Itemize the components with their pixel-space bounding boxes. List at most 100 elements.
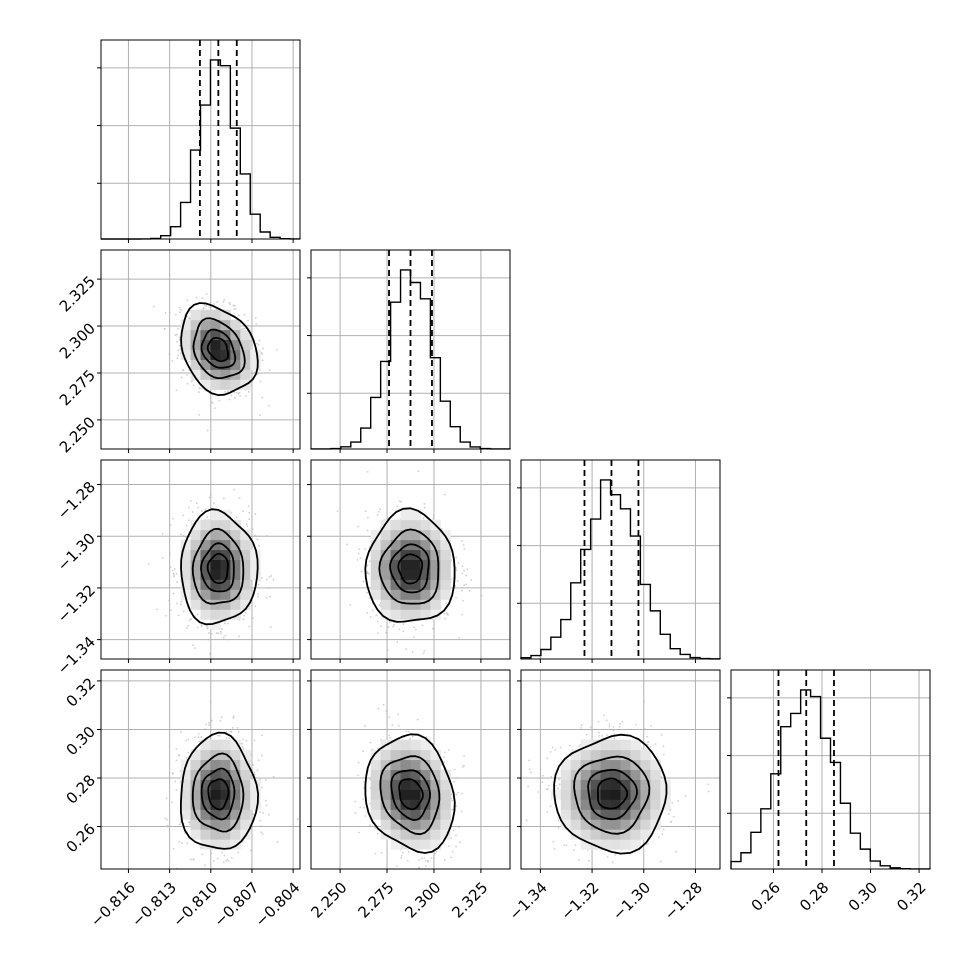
sample-point <box>423 650 426 652</box>
density-cell <box>410 569 421 580</box>
density-cell <box>370 809 382 820</box>
sample-point <box>219 630 222 633</box>
density-cell <box>200 379 211 390</box>
sample-point <box>260 831 263 834</box>
sample-point <box>393 624 395 626</box>
sample-point <box>168 584 171 586</box>
density-cell <box>400 609 411 620</box>
sample-point <box>208 306 211 309</box>
sample-point <box>480 594 483 597</box>
density-cell <box>220 809 231 820</box>
sample-point <box>185 524 188 527</box>
sample-point <box>405 648 408 651</box>
sample-point <box>267 587 270 590</box>
sample-point <box>386 649 389 652</box>
sample-point <box>220 716 223 719</box>
sample-point <box>245 739 248 742</box>
density-cell <box>240 539 251 551</box>
sample-point <box>237 851 240 854</box>
density-cell <box>190 319 201 331</box>
density-cell <box>440 539 451 551</box>
sample-point <box>219 720 222 722</box>
density-cell <box>440 549 451 560</box>
density-cell <box>220 349 231 360</box>
density-cell <box>400 509 411 521</box>
density-cell <box>380 789 392 800</box>
sample-point <box>455 793 458 796</box>
density-cell <box>400 599 411 610</box>
density-cell <box>210 609 221 620</box>
sample-point <box>255 323 258 326</box>
sample-point <box>262 811 265 814</box>
sample-point <box>190 380 193 383</box>
sample-point <box>450 856 453 859</box>
sample-point <box>431 627 434 630</box>
density-cell <box>410 509 421 521</box>
sample-point <box>224 634 227 637</box>
density-cell <box>200 839 211 850</box>
sample-point <box>257 595 259 598</box>
density-cell <box>210 569 221 580</box>
sample-point <box>196 613 199 616</box>
sample-point <box>377 510 380 513</box>
sample-point <box>187 519 190 522</box>
sample-point <box>180 731 182 733</box>
density-cell <box>430 609 441 620</box>
sample-point <box>250 587 253 589</box>
sample-point <box>455 777 457 779</box>
histogram-step <box>310 269 511 450</box>
density-cell <box>430 569 441 580</box>
sample-point <box>451 808 454 811</box>
sample-point <box>204 728 207 731</box>
sample-point <box>261 833 264 835</box>
sample-point <box>267 813 270 816</box>
density-cell <box>380 569 392 580</box>
hist-panel-0 <box>97 39 301 243</box>
sample-point <box>269 595 272 598</box>
sample-point <box>260 351 263 354</box>
sample-point <box>392 625 394 628</box>
density-cell <box>180 569 192 580</box>
sample-point <box>376 632 379 635</box>
contour-line <box>191 752 245 833</box>
sample-point <box>346 543 348 546</box>
sample-point <box>265 877 267 879</box>
sample-point <box>210 401 213 404</box>
sample-point <box>252 813 255 816</box>
sample-point <box>455 805 458 808</box>
sample-point <box>400 857 403 859</box>
density-cell <box>190 529 201 541</box>
sample-point <box>187 821 190 824</box>
density-cell <box>180 319 192 331</box>
density-cell <box>380 809 392 820</box>
density-cell <box>210 559 221 570</box>
density-cell <box>220 769 231 780</box>
sample-point <box>200 624 203 626</box>
density-cell <box>200 789 211 800</box>
density-cell <box>190 799 201 810</box>
sample-point <box>188 317 190 320</box>
sample-point <box>463 755 465 758</box>
panel-content <box>147 488 275 655</box>
sample-point <box>243 327 246 330</box>
sample-point <box>209 277 212 280</box>
density-cell <box>200 349 211 360</box>
sample-point <box>357 761 360 764</box>
sample-point <box>377 747 379 750</box>
sample-point <box>221 851 223 854</box>
sample-point <box>185 756 188 759</box>
density-cell <box>200 749 211 761</box>
density-cell <box>250 779 261 790</box>
density-cell <box>410 559 421 570</box>
sample-point <box>261 353 264 356</box>
sample-point <box>430 856 433 859</box>
density-cell <box>190 569 201 580</box>
sample-point <box>398 628 401 631</box>
sample-point <box>225 730 228 733</box>
density-cell <box>380 749 392 761</box>
density-cell <box>180 559 192 570</box>
density-cell <box>240 369 251 380</box>
density-cell <box>380 819 392 830</box>
sample-point <box>211 401 214 404</box>
density-cell <box>200 359 211 370</box>
